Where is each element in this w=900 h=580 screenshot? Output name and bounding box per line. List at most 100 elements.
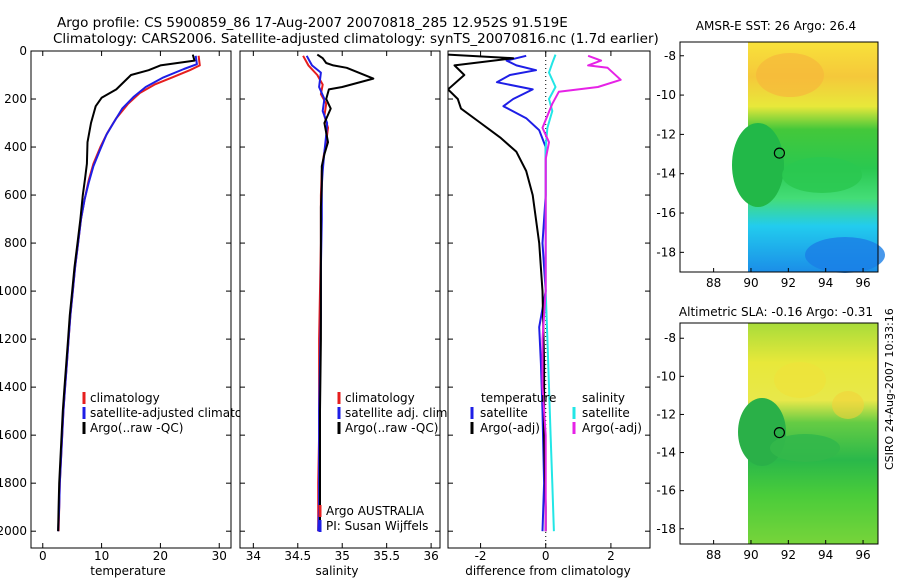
sla-yellow-patch [774,362,826,398]
attribution-line-2: PI: Susan Wijffels [326,519,428,533]
y-tick-label: 1800 [0,476,27,490]
map-x-tick-label: 92 [781,548,796,562]
legend-argo-label: Argo(..raw -QC) [345,421,438,435]
map-y-tick-label: -16 [656,206,676,220]
legend-sal-argo-label: Argo(-adj) [582,421,642,435]
temperature-panel: 0 200 400 600 800 1000 1200 1400 1600 1800 2000 0 1… [0,44,268,578]
y-tick-label: 800 [4,236,27,250]
x-tick-label: 30 [212,549,227,563]
y-tick-label: 1000 [0,284,27,298]
x-tick-label: 34.5 [284,549,311,563]
difference-legend-temperature: temperature satellite Argo(-adj) [470,391,556,435]
series-line-argo-raw-qc- [57,54,196,532]
map-x-tick-label: 96 [855,548,870,562]
map-y-tick-label: -16 [656,484,676,498]
header-line-2: Climatology: CARS2006. Satellite-adjuste… [53,31,659,47]
map-y-tick-label: -8 [664,331,676,345]
legend-salinity-title: salinity [582,391,625,405]
difference-legend-salinity: salinity satellite Argo(-adj) [572,391,642,435]
series-line-salinity-argo-adj- [541,54,622,532]
salinity-lines [302,53,375,532]
temperature-y-axis: 0 200 400 600 800 1000 1200 1400 1600 1800 2000 [0,44,231,538]
difference-y-ticks [448,50,650,532]
sst-argo-location-marker [773,147,786,159]
x-tick-label: 0 [542,549,550,563]
series-line-argo-raw-qc- [316,53,375,532]
map-y-tick-label: -10 [656,88,676,102]
legend-temp-argo-label: Argo(-adj) [480,421,540,435]
legend-temperature-title: temperature [481,391,556,405]
legend-climatology-label: climatology [345,391,415,405]
map-x-tick-label: 94 [818,276,833,290]
y-tick-label: 1400 [0,380,27,394]
legend-temp-satellite-label: satellite [480,406,528,420]
legend-satellite-label: satellite-adjusted climatology [90,406,268,420]
x-tick-label: 34 [246,549,261,563]
series-line-temperature-satellite [495,54,547,532]
sla-orange-patch [832,391,864,419]
map-y-tick-label: -14 [656,446,676,460]
x-tick-label: 2 [607,549,615,563]
temperature-xlabel: temperature [90,564,165,578]
sst-warm-patch [756,53,824,97]
sla-green-band [770,434,840,462]
temperature-legend: climatology satellite-adjusted climatolo… [82,391,268,435]
y-tick-label: 600 [4,188,27,202]
salinity-legend: climatology satellite adj. clim. Argo(..… [337,391,451,435]
argo-attribution: Argo AUSTRALIA PI: Susan Wijffels [318,504,428,533]
salinity-axes-box [239,50,441,549]
map-y-tick-label: -14 [656,167,676,181]
x-tick-label: 35.5 [373,549,400,563]
map-x-tick-label: 88 [706,548,721,562]
difference-axes-box [447,50,651,549]
map-y-tick-label: -18 [656,522,676,536]
map-y-tick-label: -12 [656,127,676,141]
x-tick-label: -2 [475,549,487,563]
sst-map-ticks: 88 90 92 94 96 -8 -10 -12 -14 -16 -18 [656,49,870,290]
y-tick-label: 200 [4,92,27,106]
sla-map-title: Altimetric SLA: -0.16 Argo: -0.31 [679,305,873,319]
difference-x-axis: -2 0 2 [475,51,615,563]
y-tick-label: 2000 [0,524,27,538]
salinity-panel: 34 34.5 35 35.5 36 salinity climatology sate… [239,50,451,578]
difference-panel: -2 0 2 difference from climatology tempera… [447,50,651,578]
y-tick-label: 1200 [0,332,27,346]
map-y-tick-label: -8 [664,49,676,63]
x-tick-label: 0 [39,549,47,563]
x-tick-label: 10 [94,549,109,563]
csiro-timestamp: CSIRO 24-Aug-2007 10:33:16 [883,308,896,470]
map-y-tick-label: -18 [656,245,676,259]
legend-satellite-label: satellite adj. clim. [345,406,451,420]
attribution-line-1: Argo AUSTRALIA [326,504,425,518]
y-tick-label: 1600 [0,428,27,442]
legend-climatology-label: climatology [90,391,160,405]
x-tick-label: 35 [335,549,350,563]
temperature-lines [57,54,201,532]
sla-field [738,323,878,544]
sst-green-tongue [732,123,784,207]
sst-cool-patch [805,237,885,273]
sst-map-panel: AMSR-E SST: 26 Argo: 26.4 88 90 92 94 96 -8 -1… [656,19,885,290]
x-tick-label: 20 [153,549,168,563]
y-tick-label: 400 [4,140,27,154]
sst-green-band [782,157,862,193]
sst-field [732,42,885,273]
legend-sal-satellite-label: satellite [582,406,630,420]
sla-map-panel: Altimetric SLA: -0.16 Argo: -0.31 88 90 92… [656,305,879,562]
sla-map-frame [679,322,879,545]
map-x-tick-label: 88 [706,276,721,290]
header-line-1: Argo profile: CS 5900859_86 17-Aug-2007 … [57,15,568,31]
sla-map-ticks: 88 90 92 94 96 -8 -10 -12 -14 -16 -18 [656,331,870,562]
map-y-tick-label: -10 [656,369,676,383]
sst-map-title: AMSR-E SST: 26 Argo: 26.4 [696,19,856,33]
map-x-tick-label: 94 [818,548,833,562]
sst-map-frame [679,41,879,273]
difference-xlabel: difference from climatology [465,564,631,578]
legend-argo-label: Argo(..raw -QC) [90,421,183,435]
y-tick-label: 0 [19,44,27,58]
sla-argo-location-marker [773,427,786,439]
map-x-tick-label: 96 [855,276,870,290]
temperature-axes-box [30,50,232,549]
map-x-tick-label: 92 [781,276,796,290]
